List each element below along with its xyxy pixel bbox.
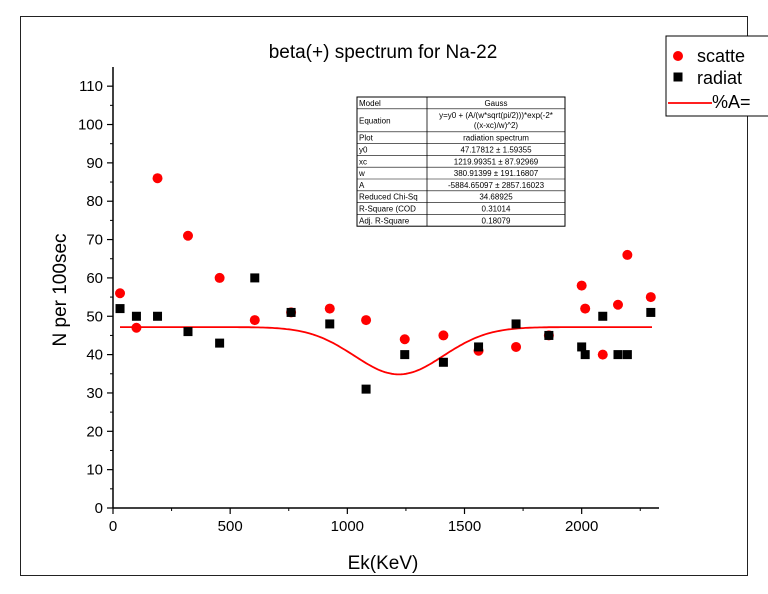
fit-table-key: y0 [359, 146, 368, 155]
fit-table-key: w [358, 169, 365, 178]
fit-table-value: Gauss [484, 99, 507, 108]
y-tick-label: 80 [86, 193, 103, 210]
radiation-point [115, 304, 125, 314]
radiation-point [286, 307, 296, 317]
scatter-point [622, 249, 633, 260]
radiation-point [580, 350, 590, 360]
scatter-point [249, 315, 260, 326]
radiation-point [400, 350, 410, 360]
radiation-point [598, 311, 608, 321]
scatter-point [511, 341, 522, 352]
scatter-point [438, 330, 449, 341]
scatter-point [324, 303, 335, 314]
legend-fit-label: %A= [712, 92, 751, 112]
radiation-point [438, 357, 448, 367]
fit-table-key: A [359, 181, 365, 190]
radiation-point [613, 350, 623, 360]
fit-table-key: Adj. R-Square [359, 216, 410, 225]
legend-scatter-label: scatte [697, 46, 745, 66]
fit-table-value: -5884.65097 ± 2857.16023 [448, 181, 545, 190]
fit-table-value: 1219.99351 ± 87.92969 [454, 157, 539, 166]
radiation-point [325, 319, 335, 329]
radiation-point [215, 338, 225, 348]
radiation-point [622, 350, 632, 360]
scatter-point [580, 303, 591, 314]
fit-table-value: 47.17812 ± 1.59355 [460, 146, 532, 155]
legend-radiation-marker [673, 72, 683, 82]
y-tick-label: 10 [86, 462, 103, 479]
y-axis-title: N per 100sec [50, 233, 71, 346]
scatter-point [214, 272, 225, 283]
y-tick-label: 50 [86, 308, 103, 325]
x-tick-label: 2000 [565, 518, 598, 535]
fit-table-key: R-Square (COD [359, 205, 416, 214]
radiation-point [153, 311, 163, 321]
scatter-point [361, 315, 372, 326]
y-tick-label: 100 [78, 117, 103, 134]
axes: 0 500 1000 1500 2000 0 10 20 30 40 50 60 70 80 90 100 11… [78, 67, 659, 535]
scatter-point [115, 288, 126, 299]
radiation-point [577, 342, 587, 352]
y-tick-label: 30 [86, 385, 103, 402]
y-tick-label: 110 [79, 78, 103, 95]
fit-table-value: 0.31014 [482, 205, 511, 214]
fit-curve [120, 326, 652, 376]
data-marks [115, 173, 656, 394]
radiation-point [131, 311, 141, 321]
scatter-point [576, 280, 587, 291]
fit-table-border [356, 96, 566, 227]
fit-table-key: Reduced Chi-Sq [359, 193, 418, 202]
fit-table-value: y=y0 + (A/(w*sqrt(pi/2)))*exp(-2* [439, 111, 553, 120]
radiation-point [250, 273, 260, 283]
radiation-point [646, 307, 656, 317]
x-tick-label: 500 [218, 518, 243, 535]
scatter-point [399, 334, 410, 345]
chart-title: beta(+) spectrum for Na-22 [269, 42, 498, 63]
fit-table-key: Model [359, 99, 381, 108]
scatter-point [152, 173, 163, 184]
radiation-point [183, 327, 193, 337]
y-tick-label: 40 [86, 347, 103, 364]
y-tick-label: 90 [86, 155, 103, 172]
y-tick-label: 0 [95, 500, 103, 517]
radiation-point [544, 330, 554, 340]
fit-table-value: 34.68925 [479, 193, 513, 202]
fit-table-value: 0.18079 [482, 216, 511, 225]
fit-table-value: 380.91399 ± 191.16807 [454, 169, 539, 178]
fit-table-key: Equation [359, 116, 391, 125]
y-tick-label: 60 [86, 270, 103, 287]
scatter-point [612, 299, 623, 310]
fit-table-key: Plot [359, 134, 374, 143]
scatter-point [597, 349, 608, 360]
legend-radiation-label: radiat [697, 68, 742, 88]
fit-table-key: xc [359, 157, 367, 166]
scatter-point [131, 322, 142, 333]
fit-parameter-table: Model Gauss Equation y=y0 + (A/(w*sqrt(pi/2… [356, 96, 566, 227]
y-tick-label: 70 [86, 232, 103, 249]
radiation-point [511, 319, 521, 329]
legend-scatter-marker [673, 51, 683, 61]
x-tick-label: 0 [109, 518, 117, 535]
scatter-point [182, 230, 193, 241]
fit-table-value: radiation spectrum [463, 134, 529, 143]
fit-table-value: ((x-xc)/w)^2) [474, 121, 519, 130]
x-axis-title: Ek(KeV) [348, 553, 419, 574]
y-tick-label: 20 [86, 423, 103, 440]
scatter-point [645, 292, 656, 303]
radiation-point [474, 342, 484, 352]
radiation-point [361, 384, 371, 394]
x-tick-label: 1500 [448, 518, 481, 535]
x-tick-label: 1000 [331, 518, 364, 535]
chart-frame [20, 16, 748, 576]
